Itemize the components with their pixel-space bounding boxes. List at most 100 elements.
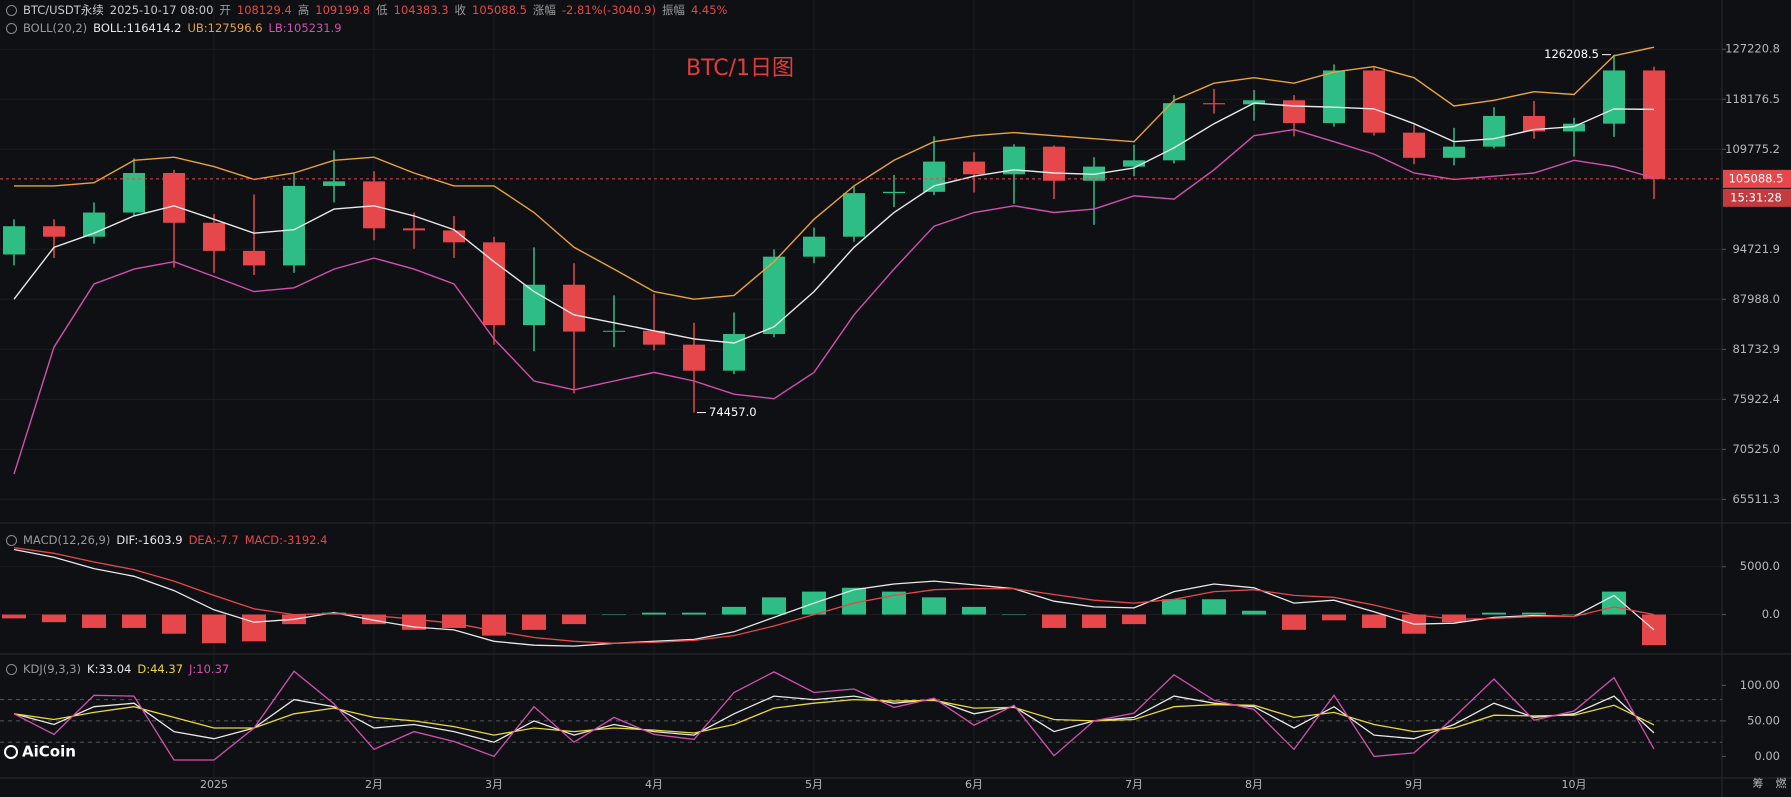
histogram-bar [562,614,586,625]
legend-entry: DIF:-1603.9 [116,533,183,547]
legend-entry: UB:127596.6 [187,21,263,35]
legend-entry: J:10.37 [189,662,230,676]
candle-body [1603,70,1625,124]
candle-body [1643,70,1665,179]
candle-body [963,161,985,175]
stat-label: 涨幅 [532,3,556,17]
visibility-toggle[interactable] [6,4,17,16]
x-tick-label: 8月 [1245,778,1263,791]
histogram-bar [882,591,906,615]
y-tick-label: 94721.9 [1732,242,1780,256]
stat-value: -2.81%(-3040.9) [561,3,656,17]
price-tag [1723,169,1791,188]
band-line [13,128,1655,475]
candle-body [683,344,705,371]
y-tick-label: 5000.0 [1740,559,1780,573]
x-tick-label: 5月 [805,778,823,791]
time: 2025-10-17 08:00 [109,3,214,17]
stat-label: 收 [454,3,467,17]
y-tick-label: 109775.2 [1725,142,1780,156]
legend-entry: DEA:-7.7 [188,533,239,547]
legend-entry: BOLL:116414.2 [93,21,182,35]
histogram-bar [1122,614,1146,625]
histogram-bar [202,614,226,644]
histogram-bar [1482,612,1506,615]
candle-body [123,173,145,213]
logo-icon [4,745,18,759]
band-line [13,102,1655,344]
histogram-bar [522,614,546,630]
x-tick-label: 6月 [965,778,983,791]
y-tick-label: 100.00 [1740,678,1780,692]
histogram-bar [682,612,706,615]
histogram-bar [602,614,626,616]
y-tick-label: 70525.0 [1732,442,1780,456]
x-tick-label: 9月 [1405,778,1423,791]
candle-body [1363,70,1385,133]
candle-body [1123,160,1145,167]
x-tick-label: 3月 [485,778,503,791]
histogram-bar [1002,614,1026,616]
stat-value: 4.45% [690,3,728,17]
y-tick-label: 127220.8 [1725,42,1780,56]
legend-entry: K:33.04 [87,662,132,676]
legend-entry: LB:105231.9 [268,21,342,35]
candle-body [43,226,65,237]
candle-body [483,242,505,326]
alert-toggle[interactable] [6,534,17,546]
stat-value: 109199.8 [315,3,371,17]
header-row: BOLL(20,2) BOLL:116414.2 UB:127596.6 LB:105… [6,20,342,36]
stat-label: 高 [297,3,310,17]
low-annotation: 74457.0 [709,405,757,419]
candle-body [763,256,785,335]
candle-body [563,284,585,332]
band-line [14,46,1655,300]
candle-body [1243,100,1265,105]
y-tick-label: 50.00 [1747,713,1780,727]
stat-label: 振幅 [661,3,685,17]
price-tag-label: 105088.5 [1729,171,1784,185]
candle-body [923,161,945,192]
indicator-line [13,698,1655,736]
candle-body [1043,146,1065,181]
footer-button[interactable]: 筹 [1753,776,1764,790]
candle-body [203,222,225,251]
histogram-bar [1442,614,1466,623]
histogram-bar [242,614,266,642]
indicator-name: KDJ(9,3,3) [23,662,82,676]
indicator-name: MACD(12,26,9) [23,533,111,547]
y-tick-label: 0.0 [1762,607,1780,621]
stat-label: 低 [376,3,388,17]
candle-body [643,330,665,345]
indicator-name: BOLL(20,2) [23,21,88,35]
histogram-bar [762,597,786,615]
candle-body [403,228,425,231]
footer-button[interactable]: 燃 [1776,776,1787,790]
header-row: KDJ(9,3,3) K:33.04 D:44.37 J:10.37 [6,661,229,677]
histogram-bar [1522,612,1546,615]
candle-body [803,236,825,257]
alert-toggle[interactable] [6,663,17,675]
x-tick-label: 2月 [365,778,383,791]
stat-value: 108129.4 [236,3,292,17]
candle-body [3,226,25,255]
candle-body [1003,146,1025,175]
high-annotation: 126208.5 [1544,47,1599,61]
histogram-bar [1562,614,1586,616]
candle-body [1403,132,1425,158]
indicator-line [13,670,1655,761]
y-tick-label: 65511.3 [1732,492,1780,506]
alert-toggle[interactable] [6,22,17,34]
histogram-bar [642,612,666,615]
header-row: MACD(12,26,9) DIF:-1603.9 DEA:-7.7 MACD:-31… [6,532,327,548]
candle-body [1563,123,1585,132]
countdown-label: 15:31:28 [1730,190,1782,204]
y-tick-label: 0.00 [1754,749,1780,763]
histogram-bar [1202,599,1226,615]
candle-body [603,330,625,332]
stat-label: 开 [219,3,231,17]
histogram-bar [2,614,26,619]
